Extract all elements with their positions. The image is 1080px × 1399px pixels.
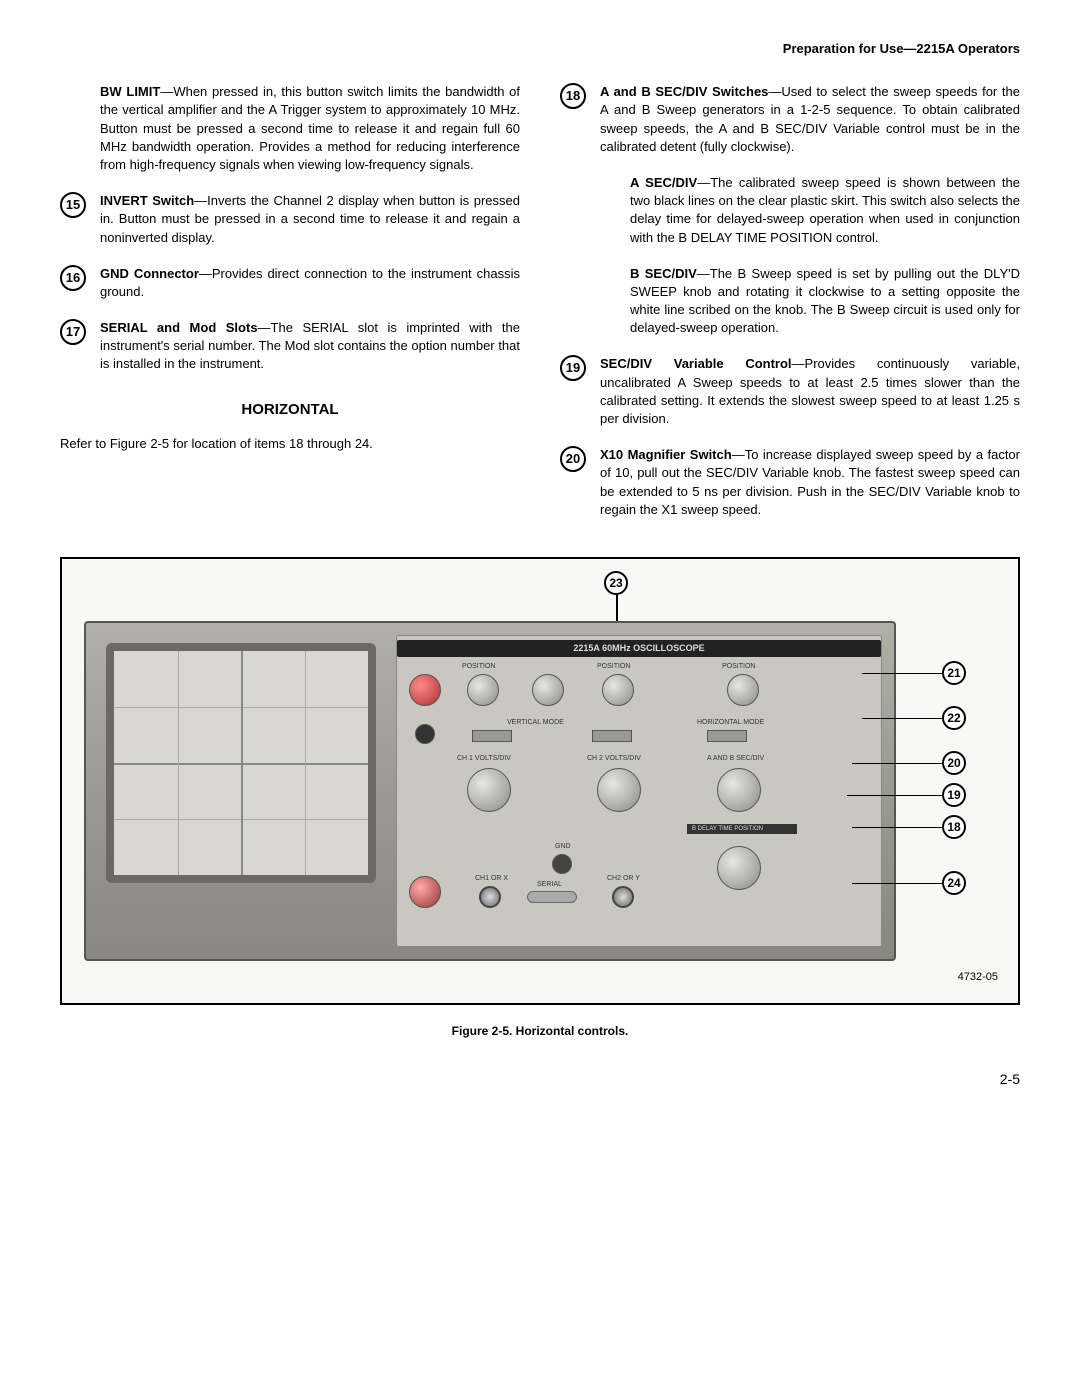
left-column: BW LIMIT—When pressed in, this button sw…: [60, 83, 520, 537]
callout-24: 24: [942, 871, 966, 895]
item18-sub2-label: B SEC/DIV: [630, 266, 697, 281]
knob-ch2volts: [597, 768, 641, 812]
callout-22: 22: [942, 706, 966, 730]
item-18: 18 A and B SEC/DIV Switches—Used to sele…: [560, 83, 1020, 337]
knob-intensity: [409, 674, 441, 706]
item-17: 17 SERIAL and Mod Slots—The SERIAL slot …: [60, 319, 520, 374]
knob-pos3: [727, 674, 759, 706]
scope-title: 2215A 60MHz OSCILLOSCOPE: [397, 640, 881, 657]
line-20: [852, 763, 942, 765]
bw-limit-text: —When pressed in, this button switch lim…: [100, 84, 520, 172]
num-19: 19: [560, 355, 586, 381]
knob-delay: [717, 846, 761, 890]
horizontal-heading: HORIZONTAL: [60, 399, 520, 420]
bw-limit-label: BW LIMIT: [100, 84, 160, 99]
item20-label: X10 Magnifier Switch: [600, 447, 732, 462]
item-16: 16 GND Connector—Provides direct connect…: [60, 265, 520, 301]
num-20: 20: [560, 446, 586, 472]
slider-hmode: [707, 730, 747, 742]
knob-secdiv: [717, 768, 761, 812]
lbl-ch1v: CH 1 VOLTS/DIV: [457, 754, 511, 764]
figure-caption: Figure 2-5. Horizontal controls.: [60, 1023, 1020, 1040]
bnc-ch2: [612, 886, 634, 908]
serial-slot: [527, 891, 577, 903]
lbl-pos1: POSITION: [462, 662, 495, 672]
item16-label: GND Connector: [100, 266, 199, 281]
lbl-ch1: CH1 OR X: [475, 874, 508, 884]
slider-vmode1: [472, 730, 512, 742]
bw-limit-para: BW LIMIT—When pressed in, this button sw…: [100, 83, 520, 174]
lbl-hmode: HORIZONTAL MODE: [697, 718, 764, 728]
control-panel: 2215A 60MHz OSCILLOSCOPE POSITION POSITI…: [396, 635, 882, 947]
item15-label: INVERT Switch: [100, 193, 194, 208]
figure-code: 4732-05: [958, 970, 998, 985]
item-19: 19 SEC/DIV Variable Control—Provides con…: [560, 355, 1020, 428]
bnc-ch1: [479, 886, 501, 908]
right-column: 18 A and B SEC/DIV Switches—Used to sele…: [560, 83, 1020, 537]
callout-19: 19: [942, 783, 966, 807]
line-18: [852, 827, 942, 829]
num-15: 15: [60, 192, 86, 218]
knob-ch1volts: [467, 768, 511, 812]
line-22: [862, 718, 942, 720]
figure-inner: 23 2215A 60MHz OSCILLOSCOPE POSITION POS…: [74, 571, 1006, 991]
horizontal-ref: Refer to Figure 2-5 for location of item…: [60, 435, 520, 453]
lbl-absec: A AND B SEC/DIV: [707, 754, 764, 764]
item-15: 15 INVERT Switch—Inverts the Channel 2 d…: [60, 192, 520, 247]
lbl-vmode: VERTICAL MODE: [507, 718, 564, 728]
lbl-gnd: GND: [555, 842, 571, 852]
lbl-ch2v: CH 2 VOLTS/DIV: [587, 754, 641, 764]
scope-body: 2215A 60MHz OSCILLOSCOPE POSITION POSITI…: [84, 621, 896, 961]
knob-pos2: [602, 674, 634, 706]
knob-adj: [532, 674, 564, 706]
knob-pos1: [467, 674, 499, 706]
item-20: 20 X10 Magnifier Switch—To increase disp…: [560, 446, 1020, 519]
page-header: Preparation for Use—2215A Operators: [60, 40, 1020, 58]
num-16: 16: [60, 265, 86, 291]
item17-label: SERIAL and Mod Slots: [100, 320, 258, 335]
callout-21: 21: [942, 661, 966, 685]
knob-power: [409, 876, 441, 908]
item18-sub1-label: A SEC/DIV: [630, 175, 697, 190]
callout-18: 18: [942, 815, 966, 839]
item19-label: SEC/DIV Variable Control: [600, 356, 792, 371]
lbl-pos3: POSITION: [722, 662, 755, 672]
line-24: [852, 883, 942, 885]
page-number: 2-5: [60, 1070, 1020, 1090]
lbl-ch2: CH2 OR Y: [607, 874, 640, 884]
item18-label: A and B SEC/DIV Switches: [600, 84, 768, 99]
num-17: 17: [60, 319, 86, 345]
figure-2-5: 23 2215A 60MHz OSCILLOSCOPE POSITION POS…: [60, 557, 1020, 1005]
lbl-delay: B DELAY TIME POSITION: [692, 825, 763, 833]
lbl-serial: SERIAL: [537, 880, 562, 890]
num-18: 18: [560, 83, 586, 109]
callout-23: 23: [604, 571, 628, 595]
lbl-pos2: POSITION: [597, 662, 630, 672]
callout-20: 20: [942, 751, 966, 775]
two-column-body: BW LIMIT—When pressed in, this button sw…: [60, 83, 1020, 537]
scope-screen: [106, 643, 376, 883]
line-21: [862, 673, 942, 675]
slider-vmode2: [592, 730, 632, 742]
gnd-post: [552, 854, 572, 874]
line-19: [847, 795, 942, 797]
knob-focus: [415, 724, 435, 744]
